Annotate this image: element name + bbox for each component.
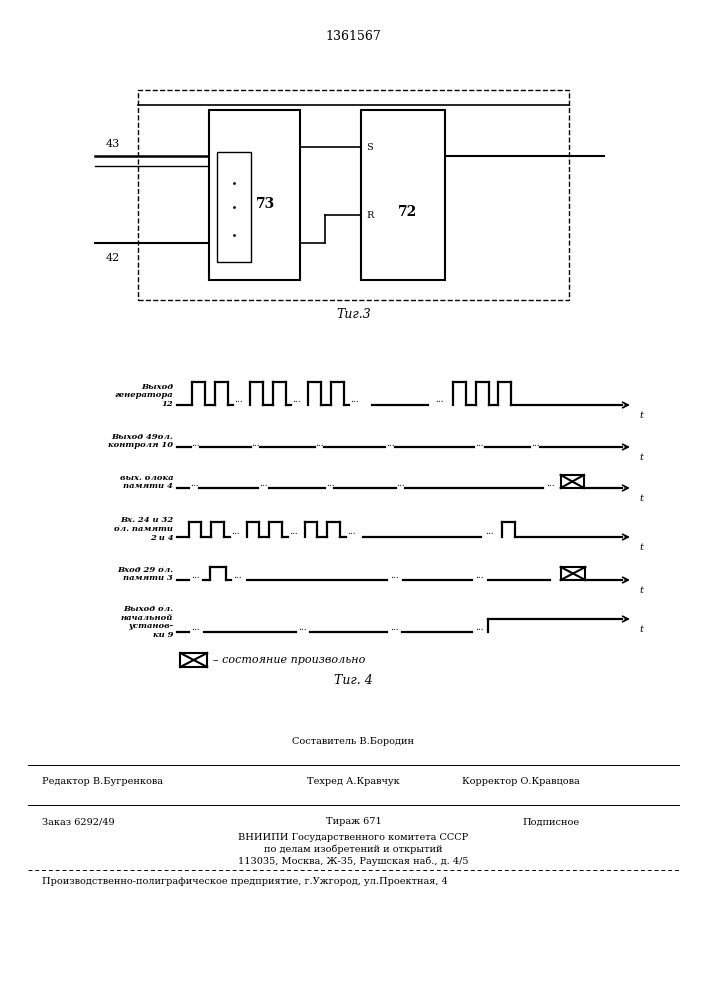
Text: t: t — [640, 586, 643, 595]
Text: ...: ... — [293, 395, 301, 404]
Text: ...: ... — [252, 438, 260, 448]
Text: установ-: установ- — [128, 622, 173, 630]
Text: ...: ... — [259, 480, 268, 488]
Text: Корректор О.Кравцова: Корректор О.Кравцова — [462, 778, 580, 786]
Text: вых. блока: вых. блока — [119, 474, 173, 482]
Text: 72: 72 — [397, 205, 417, 219]
Text: Выход бл.: Выход бл. — [123, 605, 173, 613]
Text: R: R — [366, 211, 373, 220]
Text: 73: 73 — [256, 196, 275, 211]
Text: ВНИИПИ Государственного комитета СССР: ВНИИПИ Государственного комитета СССР — [238, 832, 469, 842]
Text: Тираж 671: Тираж 671 — [326, 818, 381, 826]
Text: Τиг.3: Τиг.3 — [336, 308, 371, 322]
Text: 12: 12 — [161, 399, 173, 408]
Text: ...: ... — [231, 528, 240, 536]
Text: бл. памяти: бл. памяти — [115, 525, 173, 533]
Text: ...: ... — [190, 480, 199, 488]
Text: ...: ... — [289, 528, 298, 536]
Text: 1361567: 1361567 — [326, 30, 381, 43]
Text: Производственно-полиграфическое предприятие, г.Ужгород, ул.Проектная, 4: Производственно-полиграфическое предприя… — [42, 878, 448, 886]
Bar — [217, 152, 251, 262]
Bar — [209, 110, 300, 280]
Text: ...: ... — [390, 624, 399, 633]
Text: контроля 10: контроля 10 — [108, 441, 173, 449]
Text: – состояние произвольно: – состояние произвольно — [213, 655, 366, 665]
Text: Вход 29 бл.: Вход 29 бл. — [117, 566, 173, 574]
Text: ...: ... — [347, 528, 356, 536]
Text: ...: ... — [546, 480, 554, 488]
Text: ...: ... — [475, 438, 484, 448]
Text: ...: ... — [486, 528, 494, 536]
Text: ...: ... — [192, 624, 200, 633]
Text: t: t — [640, 453, 643, 462]
Text: ...: ... — [235, 395, 243, 404]
Bar — [138, 90, 569, 300]
Text: ...: ... — [475, 572, 484, 580]
Text: ...: ... — [475, 624, 484, 633]
Text: ...: ... — [435, 395, 443, 404]
Text: ...: ... — [397, 480, 405, 488]
Text: памяти 4: памяти 4 — [123, 482, 173, 490]
Text: 113035, Москва, Ж-35, Раушская наб., д. 4/5: 113035, Москва, Ж-35, Раушская наб., д. … — [238, 856, 469, 866]
Text: Составитель В.Бородин: Составитель В.Бородин — [293, 738, 414, 746]
Text: памяти 3: памяти 3 — [123, 574, 173, 582]
Text: 42: 42 — [106, 253, 120, 263]
Text: ...: ... — [386, 438, 395, 448]
Text: ...: ... — [298, 624, 307, 633]
Text: Редактор В.Бугренкова: Редактор В.Бугренкова — [42, 778, 163, 786]
Text: ...: ... — [390, 572, 399, 580]
Text: Вх. 24 и 32: Вх. 24 и 32 — [120, 516, 173, 524]
Text: начальной: начальной — [121, 614, 173, 622]
Text: ...: ... — [233, 572, 242, 580]
Text: Выход 49бл.: Выход 49бл. — [112, 433, 173, 441]
Text: S: S — [366, 143, 373, 152]
Text: t: t — [640, 411, 643, 420]
Text: 43: 43 — [106, 139, 120, 149]
Text: 2 и 4: 2 и 4 — [150, 534, 173, 542]
Text: t: t — [640, 494, 643, 503]
Text: Заказ 6292/49: Заказ 6292/49 — [42, 818, 115, 826]
Text: генератора: генератора — [115, 391, 173, 399]
Text: ...: ... — [351, 395, 359, 404]
Text: Подписное: Подписное — [522, 818, 580, 826]
Text: t: t — [640, 543, 643, 552]
Text: t: t — [640, 625, 643, 634]
Bar — [361, 110, 445, 280]
Text: ки 9: ки 9 — [153, 631, 173, 639]
Text: по делам изобретений и открытий: по делам изобретений и открытий — [264, 844, 443, 854]
Text: ...: ... — [326, 480, 334, 488]
Text: ...: ... — [315, 438, 324, 448]
Text: Техред А.Кравчук: Техред А.Кравчук — [307, 778, 400, 786]
Text: Выход: Выход — [141, 383, 173, 391]
Text: Τиг. 4: Τиг. 4 — [334, 674, 373, 686]
Text: ...: ... — [191, 572, 199, 580]
Text: ...: ... — [192, 438, 200, 448]
Text: ...: ... — [531, 438, 539, 448]
